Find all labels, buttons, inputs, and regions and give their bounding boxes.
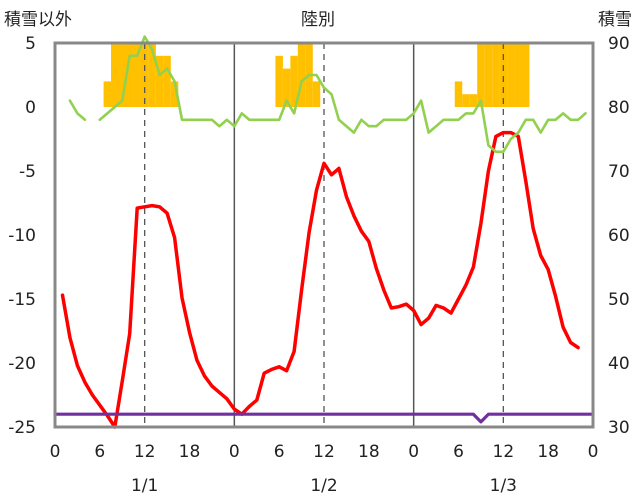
wind_line-line <box>53 412 595 424</box>
x-tick-label: 0 <box>229 442 240 462</box>
precipitation-bar <box>484 43 493 107</box>
precipitation-bar <box>507 43 515 107</box>
right-tick-label: 90 <box>608 34 630 54</box>
right-tick-label: 80 <box>608 98 630 118</box>
right-tick-label: 30 <box>608 418 630 438</box>
left-tick-label: -5 <box>19 162 36 182</box>
precipitation-bar <box>290 55 298 107</box>
left-tick-label: -10 <box>8 226 36 246</box>
precipitation-bar <box>140 43 149 107</box>
left-tick-label: -25 <box>8 418 36 438</box>
day-label: 1/3 <box>490 476 517 496</box>
left-tick-label: 0 <box>25 98 36 118</box>
x-tick-label: 12 <box>313 442 335 462</box>
x-tick-label: 0 <box>408 442 419 462</box>
grid-lines <box>144 43 504 427</box>
precipitation-bar <box>163 55 171 107</box>
temperature-line <box>60 130 580 429</box>
plot-frame <box>53 41 595 429</box>
precipitation-bar <box>312 81 321 107</box>
precipitation-bar <box>469 94 478 107</box>
left-axis-title: 積雪以外 <box>4 10 72 30</box>
precipitation-bar <box>111 43 119 107</box>
precipitation-bar <box>155 55 164 107</box>
x-tick-label: 18 <box>537 442 559 462</box>
x-tick-label: 6 <box>94 442 105 462</box>
precipitation-bar <box>125 43 134 107</box>
right-tick-label: 70 <box>608 162 630 182</box>
day-label: 1/1 <box>131 476 158 496</box>
left-tick-label: 5 <box>25 34 36 54</box>
precipitation-bar <box>103 81 112 107</box>
x-tick-label: 12 <box>134 442 156 462</box>
precipitation-bar <box>477 43 485 107</box>
left-tick-label: -20 <box>8 354 36 374</box>
x-tick-label: 12 <box>493 442 515 462</box>
x-tick-label: 18 <box>179 442 201 462</box>
precipitation-bar <box>148 43 156 107</box>
precipitation-bar <box>499 43 508 107</box>
x-tick-label: 6 <box>453 442 464 462</box>
right-axis-title: 積雪 <box>598 10 632 30</box>
x-tick-label: 0 <box>50 442 61 462</box>
precipitation-bar <box>454 81 463 107</box>
chart-title: 陸別 <box>301 10 335 30</box>
x-tick-label: 18 <box>358 442 380 462</box>
x-tick-label: 6 <box>274 442 285 462</box>
precipitation-bars <box>103 43 530 107</box>
precipitation-bar <box>297 43 306 107</box>
precipitation-bar <box>522 43 530 107</box>
precipitation-bar <box>275 55 283 107</box>
precipitation-bar <box>492 43 500 107</box>
precipitation-bar <box>170 81 179 107</box>
precipitation-bar <box>118 43 126 107</box>
precipitation-bar <box>133 43 141 107</box>
right-tick-label: 40 <box>608 354 630 374</box>
x-tick-label: 0 <box>588 442 599 462</box>
left-tick-label: -15 <box>8 290 36 310</box>
snow_depth-line <box>98 35 587 154</box>
precipitation-bar <box>462 94 470 107</box>
day-label: 1/2 <box>310 476 337 496</box>
snow_depth-line <box>68 99 87 122</box>
right-tick-label: 50 <box>608 290 630 310</box>
right-tick-label: 60 <box>608 226 630 246</box>
series-lines <box>53 35 595 429</box>
precipitation-bar <box>282 68 291 107</box>
precipitation-bar <box>514 43 523 107</box>
